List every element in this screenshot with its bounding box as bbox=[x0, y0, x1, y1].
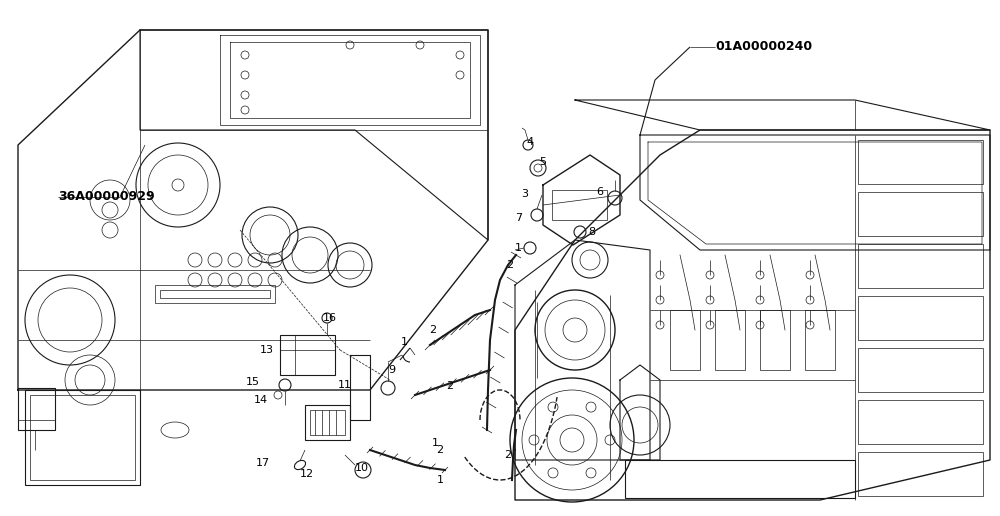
Text: 1: 1 bbox=[400, 337, 408, 347]
Text: 2: 2 bbox=[436, 445, 444, 455]
Text: 5: 5 bbox=[540, 157, 546, 167]
Text: 7: 7 bbox=[515, 213, 523, 223]
Bar bbox=[280, 335, 335, 375]
Text: 2: 2 bbox=[446, 381, 454, 391]
Text: 9: 9 bbox=[388, 365, 396, 375]
Text: 17: 17 bbox=[256, 458, 270, 468]
Text: 13: 13 bbox=[260, 345, 274, 355]
Text: 36A00000929: 36A00000929 bbox=[58, 190, 155, 203]
Bar bbox=[155, 285, 275, 303]
Bar bbox=[670, 310, 700, 370]
Text: 8: 8 bbox=[588, 227, 596, 237]
Bar bbox=[30, 395, 135, 480]
Text: 1: 1 bbox=[432, 438, 438, 448]
Bar bbox=[858, 348, 983, 392]
Text: 12: 12 bbox=[300, 469, 314, 479]
Text: 1: 1 bbox=[436, 475, 444, 485]
Bar bbox=[160, 290, 270, 298]
Bar bbox=[858, 296, 983, 340]
Text: 15: 15 bbox=[246, 377, 260, 387]
Bar bbox=[760, 310, 790, 370]
Bar bbox=[858, 244, 983, 288]
Bar bbox=[715, 310, 745, 370]
Text: 11: 11 bbox=[338, 380, 352, 390]
Text: 16: 16 bbox=[323, 313, 337, 323]
Bar bbox=[858, 452, 983, 496]
Text: 10: 10 bbox=[355, 463, 369, 473]
Text: 4: 4 bbox=[526, 137, 534, 147]
Bar bbox=[552, 190, 607, 220]
Text: 01A00000240: 01A00000240 bbox=[715, 40, 812, 54]
Text: 2: 2 bbox=[504, 450, 512, 460]
Bar bbox=[858, 192, 983, 236]
Text: 1: 1 bbox=[514, 243, 522, 253]
Text: 6: 6 bbox=[596, 187, 604, 197]
Text: 14: 14 bbox=[254, 395, 268, 405]
Bar bbox=[310, 410, 345, 435]
Bar bbox=[858, 400, 983, 444]
Bar bbox=[805, 310, 835, 370]
Text: 2: 2 bbox=[506, 260, 514, 270]
Text: 3: 3 bbox=[522, 189, 528, 199]
Text: 2: 2 bbox=[429, 325, 437, 335]
Bar bbox=[858, 140, 983, 184]
Bar bbox=[625, 460, 855, 498]
Bar bbox=[305, 405, 350, 440]
Bar bbox=[25, 390, 140, 485]
